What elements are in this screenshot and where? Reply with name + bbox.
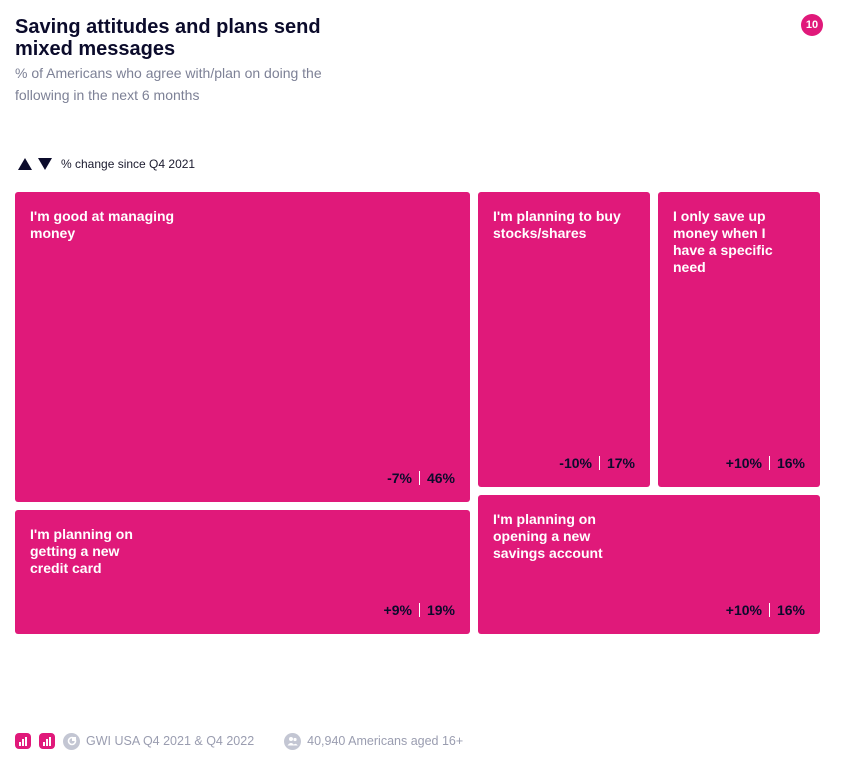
value-separator <box>768 603 770 617</box>
page-number-badge: 10 <box>801 14 823 36</box>
tile-values: -7% 46% <box>387 470 455 486</box>
data-source-icon <box>63 732 80 750</box>
tile-value: 19% <box>426 602 455 618</box>
tile-values: +10% 16% <box>726 455 805 471</box>
tile-change: +9% <box>383 602 412 618</box>
value-separator <box>598 456 600 470</box>
tile-change: +10% <box>725 602 762 618</box>
value-separator <box>768 456 770 470</box>
tile-value: 46% <box>426 470 455 486</box>
tile-label: I'm good at managing money <box>30 208 175 241</box>
legend-label: % change since Q4 2021 <box>61 157 196 171</box>
tile-change: -7% <box>387 470 412 486</box>
tile-values: +10% 16% <box>726 602 805 618</box>
tile-save-for-specific-need: I only save up money when I have a speci… <box>658 192 820 487</box>
legend: % change since Q4 2021 <box>17 155 195 173</box>
footer: GWI USA Q4 2021 & Q4 2022 40,940 America… <box>15 732 463 750</box>
tile-value: 17% <box>606 455 635 471</box>
chart-subtitle: % of Americans who agree with/plan on do… <box>15 65 322 103</box>
value-separator <box>418 471 420 485</box>
tile-label: I'm planning on getting a new credit car… <box>30 526 133 576</box>
tile-label: I only save up money when I have a speci… <box>673 208 773 275</box>
tile-value: 16% <box>776 455 805 471</box>
tile-buy-stocks-shares: I'm planning to buy stocks/shares -10% 1… <box>478 192 650 487</box>
audience-icon <box>284 732 302 750</box>
bar-chart-icon <box>15 733 31 749</box>
bar-chart-icon <box>39 733 55 749</box>
source-text: GWI USA Q4 2021 & Q4 2022 <box>86 734 255 748</box>
tile-values: -10% 17% <box>559 455 635 471</box>
triangle-up-icon <box>18 158 32 170</box>
tile-new-savings-account: I'm planning on opening a new savings ac… <box>478 495 820 634</box>
tile-label: I'm planning on opening a new savings ac… <box>493 511 603 561</box>
tile-values: +9% 19% <box>384 602 455 618</box>
chart-title: Saving attitudes and plans send mixed me… <box>15 16 321 60</box>
tile-value: 16% <box>776 602 805 618</box>
triangle-down-icon <box>38 158 52 170</box>
tile-label: I'm planning to buy stocks/shares <box>493 208 621 241</box>
tile-change: -10% <box>559 455 592 471</box>
sample-text: 40,940 Americans aged 16+ <box>307 734 464 748</box>
value-separator <box>418 603 420 617</box>
tile-good-at-managing-money: I'm good at managing money -7% 46% <box>15 192 470 502</box>
tile-change: +10% <box>725 455 762 471</box>
tile-new-credit-card: I'm planning on getting a new credit car… <box>15 510 470 634</box>
